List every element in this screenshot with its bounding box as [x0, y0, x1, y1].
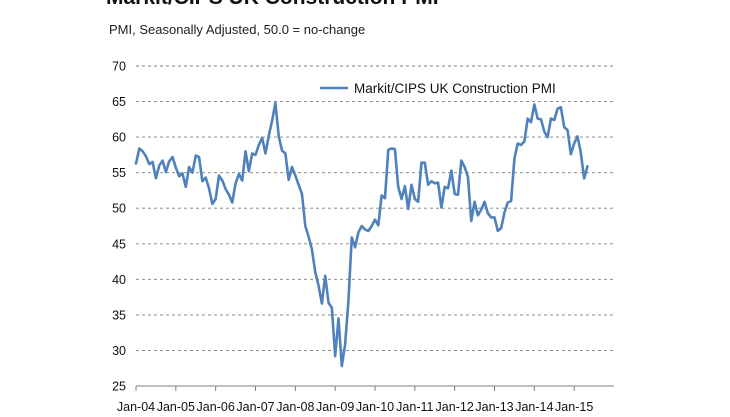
y-tick-labels: 25 30 35 40 45 50 55 60 65 70	[112, 60, 126, 394]
x-tick-label: Jan-06	[197, 400, 235, 414]
x-tick-label: Jan-07	[236, 400, 274, 414]
chart-title: Markit/CIPS UK Construction PMI	[106, 0, 439, 10]
x-tick-label: Jan-11	[396, 400, 433, 414]
y-tick-label: 65	[112, 95, 126, 109]
y-tick-label: 70	[112, 60, 126, 74]
x-tick-label: Jan-08	[276, 400, 314, 414]
y-tick-label: 25	[112, 380, 126, 394]
y-tick-label: 50	[112, 202, 126, 216]
y-tick-label: 40	[112, 273, 126, 287]
gridlines	[136, 65, 614, 351]
axes	[135, 385, 614, 391]
series-line	[134, 101, 589, 368]
legend: Markit/CIPS UK Construction PMI	[320, 81, 556, 96]
y-tick-label: 55	[112, 166, 126, 180]
x-tick-label: Jan-12	[436, 400, 474, 414]
y-tick-label: 45	[112, 237, 126, 251]
x-tick-label: Jan-05	[157, 400, 195, 414]
x-tick-label: Jan-14	[515, 400, 553, 414]
x-tick-label: Jan-04	[117, 400, 155, 414]
x-tick-labels: Jan-04 Jan-05 Jan-06 Jan-07 Jan-08 Jan-09 Jan-…	[117, 400, 593, 414]
x-tick-label: Jan-15	[555, 400, 593, 414]
x-tick-label: Jan-13	[475, 400, 513, 414]
y-tick-label: 60	[112, 131, 126, 145]
x-tick-label: Jan-09	[316, 400, 354, 414]
chart-subtitle: PMI, Seasonally Adjusted, 50.0 = no-chan…	[109, 22, 366, 37]
y-tick-label: 30	[112, 344, 126, 358]
x-tick-label: Jan-10	[356, 400, 394, 414]
legend-label: Markit/CIPS UK Construction PMI	[354, 81, 556, 96]
series-lines	[134, 101, 589, 368]
y-tick-label: 35	[112, 308, 126, 322]
